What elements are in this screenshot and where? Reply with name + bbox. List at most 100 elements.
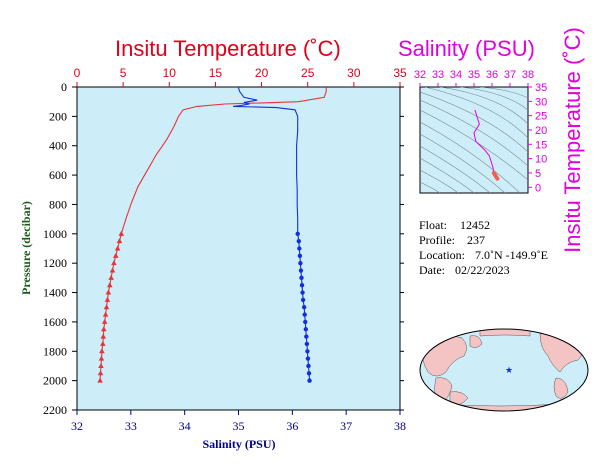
map-border <box>419 328 589 412</box>
temperature-axis: 0 5 10 15 20 25 30 35 <box>74 66 407 87</box>
temperature-tick-label: 35 <box>393 66 407 80</box>
ts-salinity-tick-label: 36 <box>486 69 498 81</box>
ts-diagram: 32 33 34 35 36 37 38 0 5 10 15 20 25 30 35 Insitu Tem… <box>414 27 585 253</box>
salinity-point <box>296 238 301 244</box>
temperature-point <box>118 230 125 236</box>
pressure-axis: 0 200 400 600 800 1000 1200 1400 1600 1800 2000 220… <box>43 80 404 417</box>
temperature-point <box>97 370 104 376</box>
temperature-point <box>108 274 114 280</box>
salinity-point <box>302 312 307 317</box>
salinity-tick-label: 32 <box>71 419 83 433</box>
pressure-axis-label: Pressure (decibar) <box>19 201 33 295</box>
salinity-tick-label: 38 <box>394 419 406 433</box>
ts-temperature-tick-label: 20 <box>535 125 547 137</box>
salinity-point <box>303 327 308 332</box>
temperature-tick-label: 5 <box>120 66 127 80</box>
temperature-point <box>100 333 107 339</box>
ts-temperature-tick-label: 30 <box>535 96 547 108</box>
pressure-tick-label: 2200 <box>43 403 67 417</box>
ts-salinity-tick-label: 32 <box>414 69 426 81</box>
salinity-tick-label: 36 <box>286 419 298 433</box>
pressure-tick-label: 200 <box>49 109 67 123</box>
salinity-point <box>295 231 300 237</box>
temperature-point <box>99 348 105 354</box>
float-label: Float: <box>419 218 447 232</box>
temperature-point <box>105 289 112 295</box>
location-value: 7.0˚N -149.9˚E <box>475 248 548 262</box>
temperature-point <box>106 282 113 288</box>
ts-salinity-tick-label: 35 <box>468 69 480 81</box>
float-info: Float: 12452 Profile: 237 Location: 7.0˚… <box>419 218 548 277</box>
ts-temperature-tick-label: 5 <box>535 168 541 180</box>
ts-temperature-axis: 0 5 10 15 20 25 30 35 <box>528 82 547 194</box>
temperature-point <box>104 296 111 302</box>
ts-salinity-tick-label: 34 <box>450 69 462 81</box>
temperature-point <box>109 267 116 273</box>
profile-label: Profile: <box>419 233 455 247</box>
ts-temperature-title: Insitu Temperature (˚C) <box>560 27 585 253</box>
ts-plot-area <box>419 86 529 194</box>
temperature-point <box>112 252 119 258</box>
salinity-point <box>306 363 311 369</box>
density-contours <box>420 87 528 193</box>
salinity-point <box>299 283 305 288</box>
pressure-tick-label: 400 <box>49 139 67 153</box>
ts-temperature-tick-label: 25 <box>535 111 547 123</box>
pressure-tick-label: 1600 <box>43 315 67 329</box>
float-value: 12452 <box>460 218 490 232</box>
salinity-axis: 32 33 34 35 36 37 38 <box>71 410 406 433</box>
profile-chart: Insitu Temperature (˚C) Salinity (PSU) 0… <box>19 36 535 451</box>
temperature-point <box>97 377 103 383</box>
salinity-point <box>305 356 311 361</box>
ts-salinity-tick-label: 38 <box>522 69 534 81</box>
salinity-point <box>298 268 304 273</box>
profile-plot-area <box>76 86 401 411</box>
profile-series <box>97 87 327 383</box>
salinity-tick-label: 37 <box>340 419 352 433</box>
salinity-tick-label: 33 <box>125 419 137 433</box>
temperature-point <box>101 318 108 324</box>
ts-temperature-tick-label: 15 <box>535 139 547 151</box>
salinity-tick-label: 34 <box>179 419 191 433</box>
profile-value: 237 <box>467 233 485 247</box>
salinity-point <box>299 275 304 281</box>
pressure-tick-label: 800 <box>49 197 67 211</box>
pressure-tick-label: 1200 <box>43 256 67 270</box>
temperature-point <box>100 326 107 332</box>
ts-temperature-tick-label: 10 <box>535 154 547 166</box>
pressure-tick-label: 1000 <box>43 227 67 241</box>
temperature-point <box>114 245 121 251</box>
salinity-point <box>301 305 307 310</box>
temperature-point <box>103 304 110 310</box>
temperature-tick-label: 25 <box>301 66 315 80</box>
salinity-point <box>298 260 303 266</box>
salinity-point <box>300 290 305 295</box>
salinity-point <box>304 341 310 347</box>
pressure-tick-label: 0 <box>61 80 67 94</box>
temperature-point <box>102 311 109 317</box>
ts-salinity-axis: 32 33 34 35 36 37 38 <box>414 69 534 87</box>
ts-salinity-tick-label: 37 <box>504 69 516 81</box>
salinity-point <box>306 371 312 376</box>
temperature-point <box>100 340 106 346</box>
pressure-tick-label: 600 <box>49 168 67 182</box>
salinity-point <box>305 349 310 354</box>
pressure-tick-label: 1800 <box>43 344 67 358</box>
temperature-point <box>98 362 104 368</box>
temperature-tick-label: 20 <box>255 66 269 80</box>
date-label: Date: <box>419 263 445 277</box>
salinity-point <box>303 319 308 325</box>
salinity-point <box>304 334 309 339</box>
world-map: ★ <box>419 328 589 412</box>
temperature-tick-label: 0 <box>74 66 81 80</box>
location-label: Location: <box>419 248 465 262</box>
salinity-point <box>297 253 303 259</box>
temperature-tick-label: 15 <box>209 66 223 80</box>
float-location-marker: ★ <box>505 366 513 376</box>
temperature-point <box>111 260 117 266</box>
salinity-title: Salinity (PSU) <box>398 36 535 61</box>
ts-temperature-tick-label: 35 <box>535 82 547 94</box>
salinity-point <box>300 297 306 303</box>
date-value: 02/22/2023 <box>455 263 510 277</box>
